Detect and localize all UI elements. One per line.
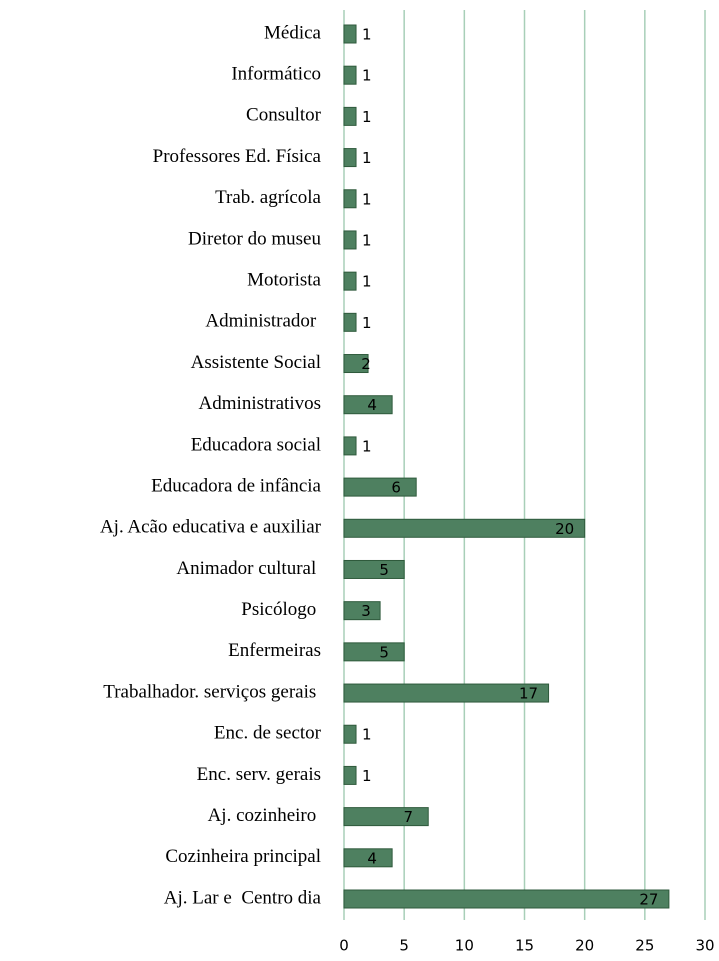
x-tick-label: 0	[339, 937, 349, 955]
category-label: Enc. serv. gerais	[197, 764, 321, 785]
category-label: Enfermeiras	[228, 640, 321, 661]
category-label: Animador cultural	[176, 558, 321, 579]
bar	[343, 271, 357, 291]
value-label: 7	[403, 808, 413, 826]
value-label: 20	[555, 520, 574, 538]
category-label: Psicólogo	[241, 599, 321, 620]
category-label: Aj. Acão educativa e auxiliar	[100, 517, 322, 538]
bar	[343, 477, 417, 497]
bar	[343, 559, 405, 579]
category-label: Motorista	[247, 270, 321, 291]
value-label: 2	[361, 355, 371, 373]
value-label: 5	[379, 643, 389, 661]
value-label: 4	[367, 396, 377, 414]
value-label: 17	[519, 685, 538, 703]
value-label: 1	[362, 314, 372, 332]
category-label: Educadora social	[191, 434, 321, 455]
category-label: Assistente Social	[191, 352, 321, 373]
bar	[343, 436, 357, 456]
bar	[343, 312, 357, 332]
category-label: Aj. cozinheiro	[208, 805, 321, 826]
x-tick-label: 30	[695, 937, 714, 955]
bar	[343, 889, 670, 909]
x-tick-label: 20	[575, 937, 594, 955]
category-label: Administrador	[205, 311, 321, 332]
bar	[343, 148, 357, 168]
category-label: Professores Ed. Física	[153, 146, 322, 167]
category-label: Aj. Lar e Centro dia	[164, 887, 322, 908]
bar	[343, 601, 381, 621]
bar	[343, 642, 405, 662]
category-label: Consultor	[246, 105, 322, 126]
value-label: 6	[391, 479, 401, 497]
category-label: Diretor do museu	[188, 228, 321, 249]
x-tick-label: 10	[455, 937, 474, 955]
bar	[343, 683, 550, 703]
bar	[343, 24, 357, 44]
value-label: 27	[639, 891, 658, 909]
bar	[343, 395, 393, 415]
category-label: Trab. agrícola	[215, 187, 321, 208]
category-label: Médica	[264, 22, 322, 43]
bar	[343, 765, 357, 785]
x-tick-label: 15	[515, 937, 534, 955]
category-label: Cozinheira principal	[165, 846, 321, 867]
category-label: Trabalhador. serviços gerais	[103, 681, 321, 702]
value-label: 1	[362, 273, 372, 291]
value-label: 1	[362, 437, 372, 455]
category-label: Informático	[231, 64, 321, 85]
bar	[343, 189, 357, 209]
category-label: Enc. de sector	[214, 723, 322, 744]
value-label: 1	[362, 26, 372, 44]
value-label: 3	[361, 602, 371, 620]
value-label: 1	[362, 67, 372, 85]
bar	[343, 807, 429, 827]
bar	[343, 354, 369, 374]
value-label: 1	[362, 149, 372, 167]
value-label: 1	[362, 231, 372, 249]
bar	[343, 724, 357, 744]
bar	[343, 518, 586, 538]
category-label: Educadora de infância	[151, 475, 321, 496]
value-label: 1	[362, 108, 372, 126]
value-label: 5	[379, 561, 389, 579]
x-tick-label: 25	[635, 937, 654, 955]
bar	[343, 848, 393, 868]
x-tick-label: 5	[399, 937, 409, 955]
value-label: 1	[362, 190, 372, 208]
value-label: 1	[362, 726, 372, 744]
category-label: Administrativos	[199, 393, 321, 414]
value-label: 4	[367, 849, 377, 867]
bar	[343, 65, 357, 85]
value-label: 1	[362, 767, 372, 785]
bar	[343, 106, 357, 126]
bar	[343, 230, 357, 250]
